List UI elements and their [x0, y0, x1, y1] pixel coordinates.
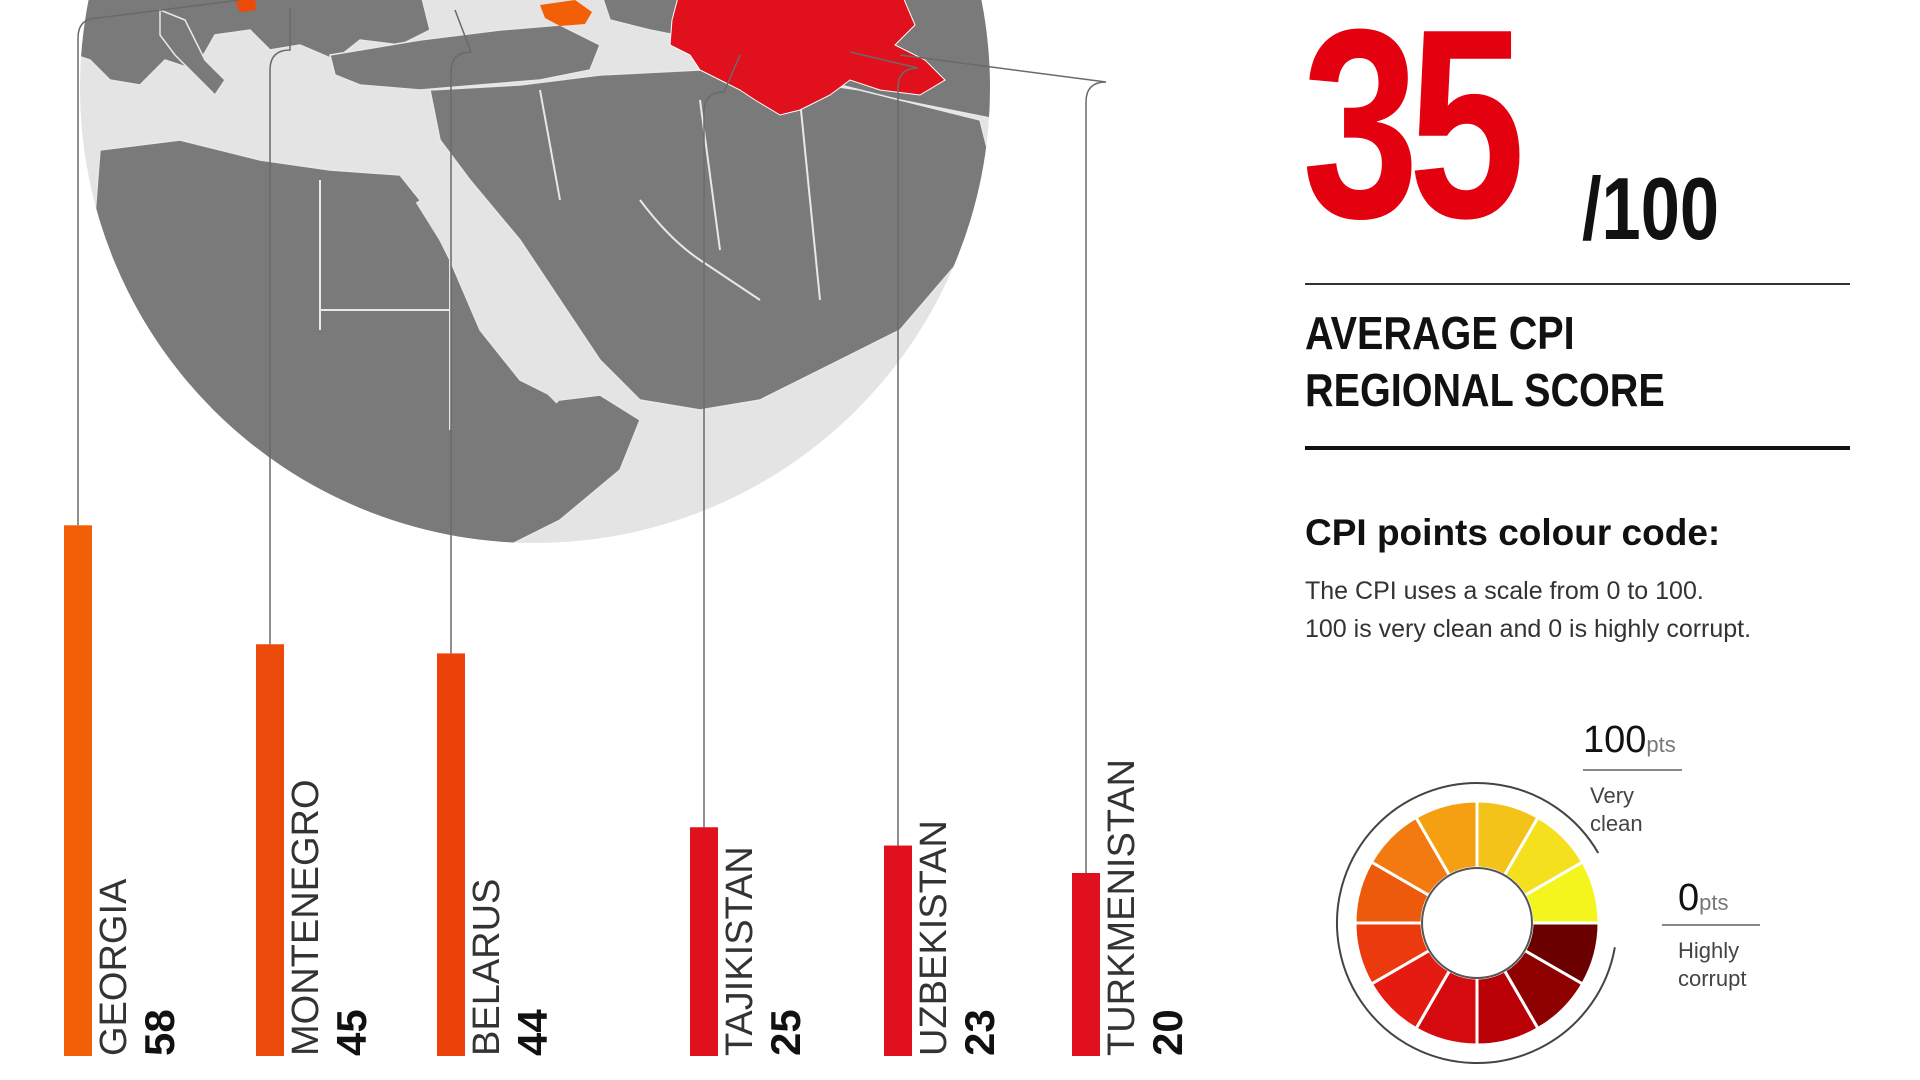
wheel-center	[1430, 876, 1524, 970]
value-label-montenegro: 45	[328, 1009, 375, 1056]
colour-code-desc-line2: 100 is very clean and 0 is highly corrup…	[1305, 615, 1752, 643]
bar-turkmenistan	[1072, 873, 1100, 1056]
high-desc-line2: clean	[1590, 811, 1643, 836]
average-score-value: 35	[1302, 0, 1525, 275]
low-pts-unit: pts	[1699, 890, 1728, 915]
low-pts-label: 0pts	[1678, 877, 1729, 919]
connector-line-uzbekistan	[849, 51, 919, 846]
score-max-label: /100	[1582, 159, 1720, 258]
category-label-belarus: BELARUS	[466, 879, 508, 1056]
average-score-title-line2: REGIONAL SCORE	[1305, 364, 1665, 416]
connector-line-tajikistan	[703, 54, 741, 828]
colour-code-description: The CPI uses a scale from 0 to 100. 100 …	[1305, 572, 1825, 648]
high-pts-value: 100	[1583, 719, 1646, 761]
connector-line-georgia	[77, 0, 241, 526]
value-label-georgia: 58	[136, 1009, 183, 1056]
value-label-belarus: 44	[509, 1009, 556, 1056]
category-label-georgia: GEORGIA	[93, 878, 135, 1056]
landmass-turkey-caucasus	[329, 24, 601, 91]
highlight-central-asia	[669, 0, 946, 116]
colour-code-wheel: 100pts Very clean 0pts Highly corrupt	[1336, 719, 1760, 1064]
value-label-turkmenistan: 20	[1144, 1009, 1191, 1056]
highlight-balkans	[232, 0, 256, 12]
value-label-uzbekistan: 23	[956, 1009, 1003, 1056]
high-desc-line1: Very	[1590, 783, 1634, 808]
gulf-shape	[639, 199, 761, 301]
category-label-tajikistan: TAJIKISTAN	[719, 846, 761, 1056]
border-lines	[319, 89, 821, 430]
red-sea-shape	[415, 197, 564, 404]
landmass-italy	[159, 8, 226, 97]
category-label-uzbekistan: UZBEKISTAN	[913, 820, 955, 1056]
bar-uzbekistan	[884, 845, 912, 1056]
low-desc-line2: corrupt	[1678, 966, 1746, 991]
average-score-title: AVERAGE CPI REGIONAL SCORE	[1305, 305, 1821, 419]
wheel-outer-arc	[1336, 781, 1616, 1064]
low-desc-line1: Highly	[1678, 938, 1739, 963]
colour-code-desc-line1: The CPI uses a scale from 0 to 100.	[1305, 577, 1704, 605]
high-pts-unit: pts	[1646, 732, 1675, 757]
colour-code-title: CPI points colour code:	[1305, 512, 1721, 553]
bottom-divider	[1305, 446, 1850, 450]
top-divider	[1305, 283, 1850, 285]
average-score-title-line1: AVERAGE CPI	[1305, 307, 1575, 359]
category-label-turkmenistan: TURKMENISTAN	[1101, 759, 1143, 1056]
bar-montenegro	[256, 644, 284, 1056]
bar-belarus	[437, 653, 465, 1056]
high-pts-label: 100pts	[1583, 719, 1676, 761]
bar-tajikistan	[690, 827, 718, 1056]
connector-line-belarus	[450, 9, 473, 654]
bar-georgia	[64, 525, 92, 1056]
value-label-tajikistan: 25	[762, 1009, 809, 1056]
landmass-europe	[80, 0, 431, 86]
connector-line-montenegro	[269, 8, 291, 645]
highlight-georgia	[540, 0, 592, 26]
low-pts-value: 0	[1678, 877, 1699, 919]
category-label-montenegro: MONTENEGRO	[285, 779, 327, 1056]
connector-line-turkmenistan	[899, 54, 1107, 873]
